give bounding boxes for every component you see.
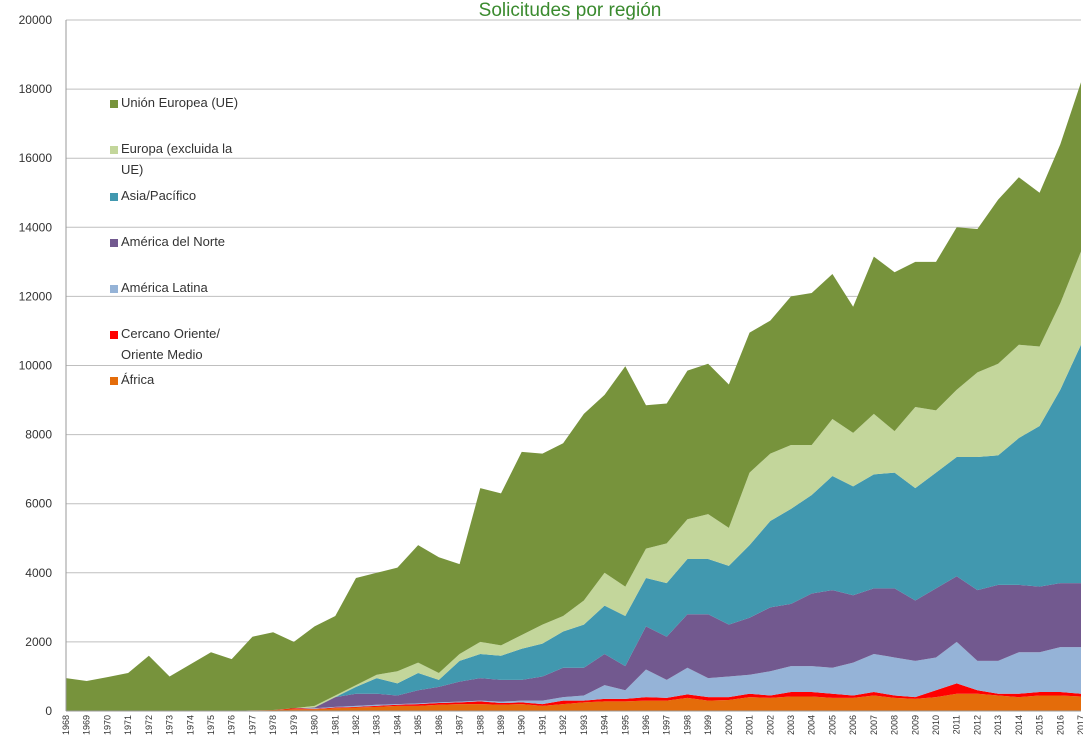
x-tick-label: 1979 <box>289 715 299 735</box>
area <box>66 693 1081 711</box>
x-tick-label: 1976 <box>227 715 237 735</box>
x-tick-label: 1995 <box>620 715 630 735</box>
x-tick-label: 1981 <box>330 715 340 735</box>
x-tick-label: 1983 <box>372 715 382 735</box>
y-tick-label: 12000 <box>19 289 53 303</box>
y-tick-label: 4000 <box>25 566 52 580</box>
x-tick-label: 2002 <box>765 715 775 735</box>
area <box>66 251 1081 712</box>
legend-item: Asia/Pacífico <box>110 188 196 206</box>
x-tick-label: 1974 <box>185 715 195 735</box>
legend-swatch <box>110 193 118 201</box>
area <box>66 344 1081 711</box>
x-tick-label: 1987 <box>455 715 465 735</box>
x-tick-label: 1985 <box>413 715 423 735</box>
x-tick-label: 2015 <box>1035 715 1045 735</box>
x-tick-label: 2011 <box>952 715 962 734</box>
legend-item: Europa (excluida la UE) <box>110 141 251 180</box>
legend-label: Asia/Pacífico <box>121 188 197 203</box>
x-tick-label: 1968 <box>61 715 71 735</box>
x-tick-label: 2004 <box>807 715 817 735</box>
legend-item: América del Norte <box>110 234 225 252</box>
y-tick-label: 16000 <box>19 151 53 165</box>
x-tick-label: 1977 <box>247 715 257 735</box>
x-tick-label: 1982 <box>351 715 361 735</box>
y-tick-label: 18000 <box>19 82 53 96</box>
x-tick-label: 1972 <box>144 715 154 735</box>
x-tick-label: 2009 <box>910 715 920 735</box>
x-tick-label: 1971 <box>123 715 133 735</box>
legend-swatch <box>110 100 118 108</box>
x-tick-label: 2005 <box>827 715 837 735</box>
legend-item: Unión Europea (UE) <box>110 95 238 113</box>
x-tick-label: 1993 <box>579 715 589 735</box>
x-tick-label: 2001 <box>745 715 755 735</box>
x-tick-label: 1978 <box>268 715 278 735</box>
legend-label: Cercano Oriente/ Oriente Medio <box>121 326 220 362</box>
x-tick-label: 1986 <box>434 715 444 735</box>
y-tick-label: 6000 <box>25 497 52 511</box>
x-tick-label: 2000 <box>724 715 734 735</box>
legend-label: Unión Europea (UE) <box>121 95 239 110</box>
x-tick-label: 1973 <box>165 715 175 735</box>
legend-swatch <box>110 146 118 154</box>
x-tick-label: 2013 <box>993 715 1003 735</box>
legend-label: África <box>121 372 155 387</box>
y-tick-label: 10000 <box>19 359 53 373</box>
x-tick-label: 1992 <box>558 715 568 735</box>
area <box>66 82 1081 711</box>
x-tick-label: 1990 <box>517 715 527 735</box>
x-tick-label: 1988 <box>475 715 485 735</box>
x-tick-label: 2016 <box>1055 715 1065 735</box>
x-tick-label: 1984 <box>392 715 402 735</box>
x-tick-label: 1970 <box>102 715 112 735</box>
y-tick-label: 0 <box>45 704 52 718</box>
legend-swatch <box>110 285 118 293</box>
x-tick-label: 1989 <box>496 715 506 735</box>
x-tick-label: 1975 <box>206 715 216 735</box>
x-tick-label: 1997 <box>662 715 672 735</box>
x-tick-label: 1991 <box>537 715 547 735</box>
y-tick-label: 20000 <box>19 13 53 27</box>
legend-swatch <box>110 377 118 385</box>
legend-label: América Latina <box>121 280 208 295</box>
y-tick-label: 2000 <box>25 635 52 649</box>
legend-item: África <box>110 372 154 390</box>
x-tick-label: 2007 <box>869 715 879 735</box>
x-tick-label: 2014 <box>1014 715 1024 735</box>
x-tick-label: 1999 <box>703 715 713 735</box>
x-tick-label: 1980 <box>310 715 320 735</box>
x-tick-label: 2003 <box>786 715 796 735</box>
legend-label: Europa (excluida la UE) <box>121 141 233 177</box>
chart-title: Solicitudes por región <box>479 0 662 21</box>
y-tick-label: 8000 <box>25 428 52 442</box>
x-tick-label: 2006 <box>848 715 858 735</box>
legend-item: América Latina <box>110 280 208 298</box>
x-tick-label: 2017 <box>1076 715 1083 735</box>
x-tick-label: 2008 <box>890 715 900 735</box>
legend-swatch <box>110 331 118 339</box>
x-tick-label: 2010 <box>931 715 941 735</box>
x-tick-label: 1994 <box>600 715 610 735</box>
legend-swatch <box>110 239 118 247</box>
area <box>66 576 1081 711</box>
x-tick-label: 1998 <box>682 715 692 735</box>
legend-label: América del Norte <box>121 234 226 249</box>
x-tick-label: 1969 <box>82 715 92 735</box>
x-tick-label: 2012 <box>972 715 982 735</box>
y-tick-label: 14000 <box>19 220 53 234</box>
legend-item: Cercano Oriente/ Oriente Medio <box>110 326 251 365</box>
x-tick-label: 1996 <box>641 715 651 735</box>
area <box>66 641 1081 711</box>
